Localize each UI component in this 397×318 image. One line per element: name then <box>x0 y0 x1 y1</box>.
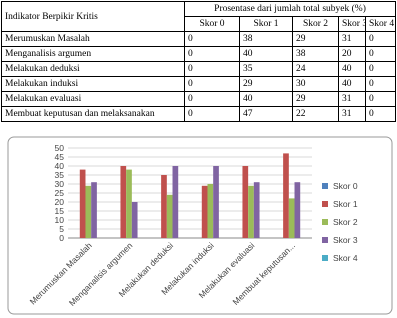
table-row: Membuat keputusan dan melaksanakan 0 47 22 3… <box>1 106 397 122</box>
bar <box>161 175 167 238</box>
subheader-row: Skor 0 Skor 1 Skor 2 Skor 3 Skor 4 <box>2 16 397 32</box>
legend-label: Skor 0 <box>333 181 358 191</box>
bar <box>242 166 249 238</box>
table-row: Melakukan induksi 0 29 30 40 0 <box>1 76 397 92</box>
table-cell: 47 <box>239 106 293 122</box>
table-row: Menganalisis argumen 0 40 38 20 0 <box>1 46 397 62</box>
y-tick-label: 25 <box>55 188 65 198</box>
table-row: Melakukan evaluasi 0 40 29 31 0 <box>1 91 397 107</box>
y-tick-label: 15 <box>55 206 65 216</box>
y-tick-label: 30 <box>55 179 65 189</box>
table-cell: 22 <box>292 106 339 122</box>
table-row: Melakukan deduksi 0 35 24 40 0 <box>1 61 397 77</box>
bar <box>213 166 219 238</box>
y-tick-label: 0 <box>59 233 64 243</box>
y-tick-label: 10 <box>55 215 65 225</box>
bar <box>172 166 179 238</box>
legend-label: Skor 2 <box>333 217 358 227</box>
bar <box>294 182 301 238</box>
bar <box>166 194 173 238</box>
legend-label: Skor 3 <box>333 235 358 245</box>
y-tick-label: 5 <box>59 224 64 234</box>
bar <box>248 185 254 238</box>
legend-swatch <box>322 237 328 243</box>
legend-label: Skor 1 <box>333 199 358 209</box>
bar <box>126 169 132 238</box>
bar <box>201 185 208 238</box>
bar <box>253 182 260 238</box>
y-tick-label: 50 <box>55 143 65 153</box>
y-tick-label: 20 <box>55 197 65 207</box>
bar <box>79 169 86 238</box>
table-cell: Membuat keputusan dan melaksanakan <box>1 106 185 122</box>
table-cell: 0 <box>364 91 397 107</box>
bar <box>131 202 138 238</box>
legend-swatch <box>322 255 328 261</box>
legend-swatch <box>322 183 328 189</box>
bar <box>288 198 295 238</box>
legend-swatch <box>322 201 328 207</box>
y-tick-label: 40 <box>55 161 65 171</box>
bar <box>85 185 92 238</box>
legend-label: Skor 4 <box>333 253 358 263</box>
data-table: Indikator Berpikir Kritis Prosentase dar… <box>1 1 397 122</box>
table-cell: 0 <box>364 106 397 122</box>
y-tick-label: 45 <box>55 152 65 162</box>
y-tick-label: 35 <box>55 170 65 180</box>
bar <box>91 182 97 238</box>
legend-swatch <box>322 219 328 225</box>
bar <box>120 166 127 238</box>
bar <box>283 153 289 238</box>
chart-frame <box>7 136 393 315</box>
bar <box>207 184 214 238</box>
